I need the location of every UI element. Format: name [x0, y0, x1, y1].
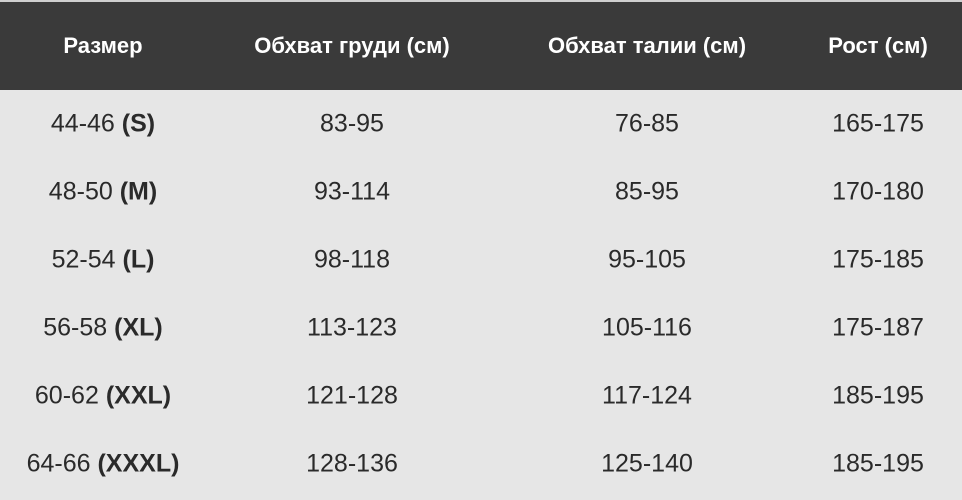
header-cell: Рост (см)	[828, 33, 928, 58]
value-cell: 121-128	[306, 381, 398, 410]
value-cell: 170-180	[832, 177, 924, 206]
size-cell: 56-58 (XL)	[43, 314, 163, 343]
value-cell: 83-95	[320, 109, 384, 138]
size-range: 52-54	[51, 245, 116, 274]
size-cell: 64-66 (XXXL)	[27, 450, 180, 479]
size-letter: (XXL)	[105, 381, 172, 410]
size-cell: 48-50 (M)	[49, 178, 157, 207]
size-cell: 60-62 (XXL)	[35, 382, 171, 411]
size-range: 44-46	[50, 109, 115, 138]
header-cell: Обхват талии (см)	[547, 33, 747, 58]
value-cell: 95-105	[608, 245, 686, 274]
size-letter: (M)	[119, 177, 158, 206]
value-cell: 85-95	[615, 177, 679, 206]
size-cell: 44-46 (S)	[51, 110, 155, 139]
size-letter: (S)	[121, 109, 156, 138]
value-cell: 185-195	[832, 381, 924, 410]
value-cell: 175-185	[832, 245, 924, 274]
value-cell: 113-123	[307, 313, 397, 342]
value-cell: 128-136	[306, 449, 398, 478]
size-letter: (L)	[122, 245, 155, 274]
value-cell: 175-187	[832, 313, 924, 342]
size-range: 60-62	[34, 381, 99, 410]
size-cell: 52-54 (L)	[52, 246, 155, 275]
header-cell: Размер	[63, 33, 143, 58]
value-cell: 93-114	[314, 177, 390, 206]
size-range: 48-50	[48, 177, 113, 206]
table-header	[0, 0, 962, 90]
header-cell: Обхват груди (см)	[254, 33, 450, 58]
value-cell: 98-118	[314, 245, 390, 274]
value-cell: 105-116	[602, 313, 692, 342]
value-cell: 76-85	[615, 109, 679, 138]
value-cell: 117-124	[602, 381, 692, 410]
value-cell: 125-140	[601, 449, 693, 478]
size-range: 56-58	[43, 313, 108, 342]
value-cell: 185-195	[832, 449, 924, 478]
size-letter: (XXXL)	[97, 449, 180, 478]
size-range: 64-66	[26, 449, 91, 478]
value-cell: 165-175	[832, 109, 924, 138]
size-letter: (XL)	[114, 313, 163, 342]
